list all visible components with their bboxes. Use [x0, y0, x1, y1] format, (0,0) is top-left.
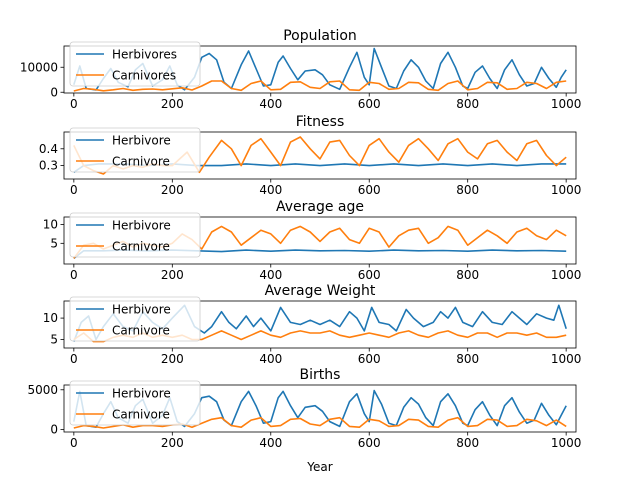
x-tick-label: 600: [358, 436, 381, 450]
y-tick-label: 0.4: [39, 142, 58, 156]
x-tick-label: 0: [70, 352, 78, 366]
x-tick-label: 400: [259, 183, 282, 197]
legend-label: Carnivore: [112, 240, 170, 254]
panel-title: Population: [283, 28, 357, 44]
x-tick-label: 1000: [551, 436, 582, 450]
x-axis-label: Year: [306, 460, 332, 474]
x-tick-label: 400: [259, 352, 282, 366]
x-tick-label: 200: [161, 352, 184, 366]
births-panel: 0 200 400 600 800 1000 0 5000 Herbivore Carnivore…: [27, 367, 581, 450]
axes-frame: [63, 131, 577, 180]
legend-label: Carnivore: [112, 408, 170, 422]
axes-frame: [63, 45, 577, 94]
panel-title: Average Weight: [265, 283, 376, 299]
x-tick-label: 800: [456, 268, 479, 282]
legend-label: Carnivores: [112, 69, 176, 83]
legend: Herbivores Carnivores: [69, 41, 201, 87]
y-tick-label: 5: [50, 332, 58, 346]
x-tick-label: 0: [70, 436, 78, 450]
x-tick-label: 0: [70, 268, 78, 282]
x-tick-label: 800: [456, 436, 479, 450]
x-tick-label: 800: [456, 183, 479, 197]
x-tick-label: 800: [456, 97, 479, 111]
y-tick-label: 10000: [20, 60, 58, 74]
x-tick-label: 1000: [551, 97, 582, 111]
legend-label: Carnivore: [112, 155, 170, 169]
series-line-carnivores: [73, 80, 567, 92]
series-line-carnivore: [73, 416, 567, 429]
axes-frame: [63, 216, 577, 265]
x-tick-label: 1000: [551, 352, 582, 366]
x-tick-label: 600: [358, 183, 381, 197]
x-tick-label: 200: [161, 183, 184, 197]
x-tick-label: 1000: [551, 183, 582, 197]
x-tick-label: 1000: [551, 268, 582, 282]
x-tick-label: 400: [259, 436, 282, 450]
legend: Herbivore Carnivore: [69, 127, 201, 173]
legend: Herbivore Carnivore: [69, 380, 201, 426]
y-tick-label: 0: [50, 423, 58, 437]
axes-frame: [63, 384, 577, 433]
x-tick-label: 600: [358, 352, 381, 366]
axes-frame: [63, 300, 577, 349]
y-tick-label: 0.3: [39, 159, 58, 173]
x-tick-label: 400: [259, 97, 282, 111]
x-tick-label: 200: [161, 436, 184, 450]
x-tick-label: 0: [70, 97, 78, 111]
panel-title: Fitness: [296, 114, 345, 130]
legend: Herbivore Carnivore: [69, 296, 201, 342]
legend-label: Herbivore: [112, 387, 171, 401]
population-panel: 0 200 400 600 800 1000010000HerbivoresCarnivo…: [20, 28, 582, 111]
y-tick-label: 5000: [27, 383, 58, 397]
legend-label: Carnivore: [112, 324, 170, 338]
average-weight-panel: 0 200 400 600 800 1000 5 10 Herbivore Carnivore Av…: [43, 283, 582, 366]
x-tick-label: 0: [70, 183, 78, 197]
x-tick-label: 600: [358, 268, 381, 282]
y-tick-label: 5: [50, 236, 58, 250]
y-tick-label: 10: [43, 311, 58, 325]
legend-label: Herbivores: [112, 48, 177, 62]
panel-title: Births: [300, 367, 341, 383]
fitness-panel: 0 200 400 600 800 1000 0.3 0.4 Herbivore Carnivor…: [39, 114, 582, 197]
y-tick-label: 10: [43, 218, 58, 232]
legend-label: Herbivore: [112, 303, 171, 317]
legend-label: Herbivore: [112, 134, 171, 148]
legend-label: Herbivore: [112, 219, 171, 233]
average-age-panel: 0 200 400 600 800 1000 5 10 Herbivore Carnivore Av…: [43, 199, 582, 282]
x-tick-label: 200: [161, 97, 184, 111]
x-tick-label: 600: [358, 97, 381, 111]
y-tick-label: 0: [50, 85, 58, 99]
panel-title: Average age: [276, 199, 364, 215]
x-tick-label: 200: [161, 268, 184, 282]
x-tick-label: 400: [259, 268, 282, 282]
x-tick-label: 800: [456, 352, 479, 366]
legend: Herbivore Carnivore: [69, 212, 201, 258]
